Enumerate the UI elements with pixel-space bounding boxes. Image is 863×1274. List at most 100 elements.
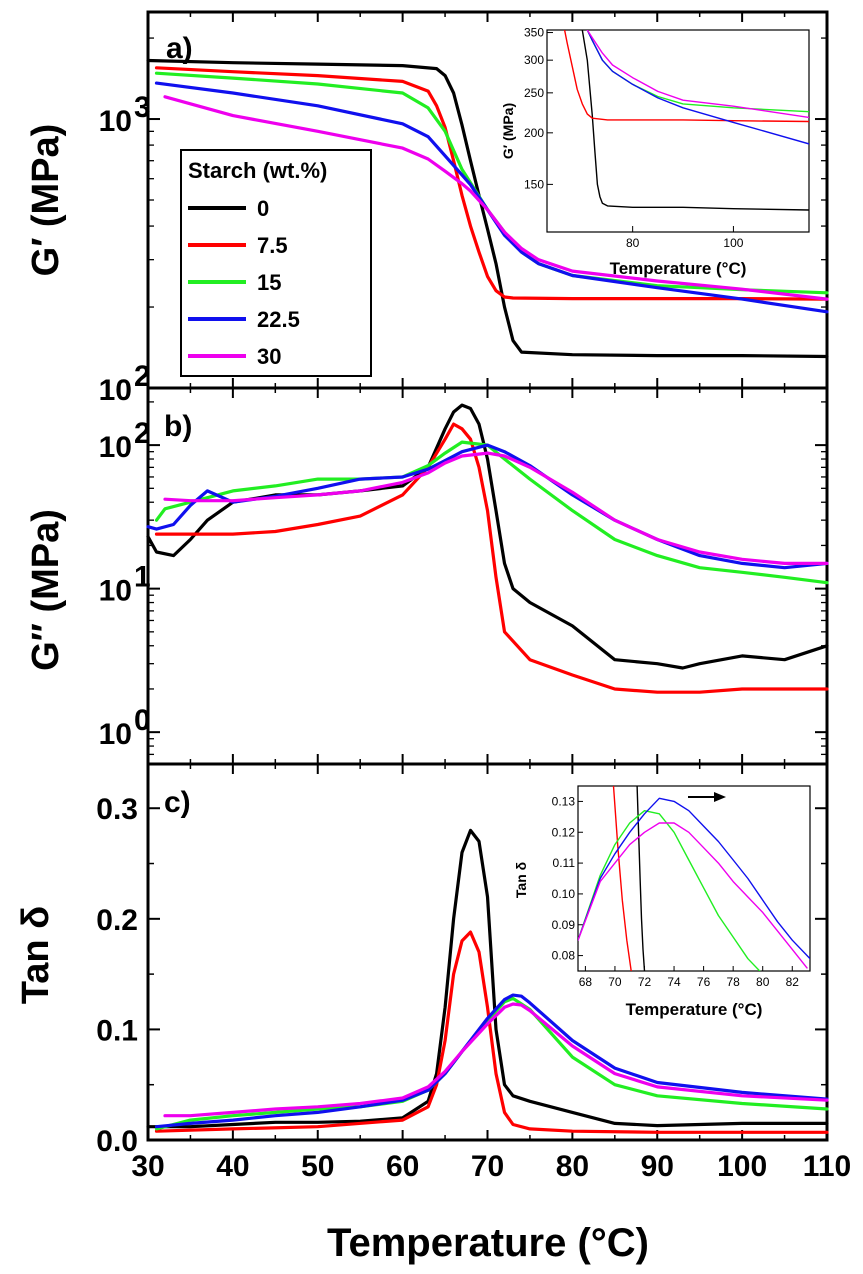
xtick-label: 80 xyxy=(556,1150,589,1183)
panel-a-series xyxy=(146,58,829,359)
inset-c-series-7_5 xyxy=(612,786,632,971)
inset-ytick-label: 250 xyxy=(524,86,544,100)
legend-label-7_5: 7.5 xyxy=(257,233,288,258)
panel-c-series-30 xyxy=(163,1002,829,1118)
legend: Starch (wt.%) 0 7.5 15 22.5 30 xyxy=(180,149,372,377)
ytick-label: 0.0 xyxy=(96,1125,138,1158)
inset-a-frame xyxy=(546,29,810,233)
legend-label-30: 30 xyxy=(257,344,281,369)
xtick-label: 70 xyxy=(471,1150,504,1183)
inset-a: 80 100 150 200 250 300 350 Temperature (°C) G′… xyxy=(500,26,810,278)
inset-a-series-7_5 xyxy=(563,30,809,123)
ytick-label: 10 xyxy=(99,718,132,751)
inset-c-series-15 xyxy=(578,810,761,971)
panel-c-ylabel: Tan δ xyxy=(15,906,57,1004)
inset-c-series xyxy=(578,786,810,971)
inset-ytick-label: 0.11 xyxy=(553,856,576,870)
inset-xtick-label: 70 xyxy=(608,975,622,989)
inset-xtick-label: 82 xyxy=(786,975,800,989)
ytick-label: 10 xyxy=(99,431,132,464)
panel-c-ticks xyxy=(147,764,828,1141)
inset-c-frame xyxy=(577,785,811,972)
xtick-label: 90 xyxy=(641,1150,674,1183)
panel-c-label: c) xyxy=(164,786,191,819)
inset-c-ylabel: Tan δ xyxy=(513,862,529,898)
inset-a-ticks: 80 100 150 200 250 300 350 xyxy=(524,26,744,250)
panel-a-series-7_5 xyxy=(154,66,829,301)
inset-ytick-label: 0.13 xyxy=(552,794,576,808)
inset-a-xlabel: Temperature (°C) xyxy=(610,259,747,278)
inset-c-xlabel: Temperature (°C) xyxy=(626,1000,763,1019)
inset-ytick-label: 150 xyxy=(524,177,544,191)
inset-a-series-0 xyxy=(581,30,809,211)
inset-ytick-label: 350 xyxy=(524,26,544,40)
ytick-label-exponent: 0 xyxy=(134,704,151,737)
panel-c-series-22_5 xyxy=(154,993,829,1129)
panel-c-xtick-labels: 30 40 50 60 70 80 90 100 110 xyxy=(131,1150,851,1183)
panel-b-series-15 xyxy=(154,440,829,585)
inset-xtick-label: 100 xyxy=(723,236,743,250)
inset-ytick-label: 0.08 xyxy=(552,949,576,963)
panel-a-label: a) xyxy=(166,32,193,65)
inset-a-ylabel: G′ (MPa) xyxy=(500,103,516,159)
ytick-label-exponent: 3 xyxy=(134,91,151,124)
inset-ytick-label: 0.10 xyxy=(552,887,576,901)
xtick-label: 40 xyxy=(216,1150,249,1183)
legend-label-22_5: 22.5 xyxy=(257,307,300,332)
inset-xtick-label: 78 xyxy=(726,975,740,989)
inset-a-series-22_5 xyxy=(586,30,809,145)
xtick-label: 30 xyxy=(131,1150,164,1183)
inset-c: 68 70 72 74 76 78 80 82 0.08 0.09 0.10 0.11 0.12 0.13… xyxy=(513,785,811,1019)
inset-a-series xyxy=(563,30,809,211)
inset-c-arrow xyxy=(688,792,726,802)
ytick-label: 10 xyxy=(99,374,132,407)
xtick-label: 110 xyxy=(803,1150,851,1183)
inset-ytick-label: 300 xyxy=(524,53,544,67)
panel-b-series-7_5 xyxy=(154,422,829,694)
panel-a-series-22_5 xyxy=(154,81,829,314)
ytick-label: 0.3 xyxy=(96,793,138,826)
panel-b-series-0 xyxy=(146,403,829,670)
panel-b-ticks xyxy=(147,388,828,765)
ytick-label: 0.2 xyxy=(96,904,138,937)
inset-ytick-label: 200 xyxy=(524,126,544,140)
inset-c-series-30 xyxy=(578,822,808,969)
xtick-label: 50 xyxy=(301,1150,334,1183)
x-axis-title: Temperature (°C) xyxy=(327,1221,649,1265)
legend-label-0: 0 xyxy=(257,196,269,221)
inset-xtick-label: 80 xyxy=(626,236,640,250)
legend-entries: 0 7.5 15 22.5 30 xyxy=(188,196,300,369)
panel-c-series-0 xyxy=(146,828,829,1129)
inset-c-ticks: 68 70 72 74 76 78 80 82 0.08 0.09 0.10 0.11 0.12 0.13 xyxy=(552,794,800,989)
inset-ytick-label: 0.12 xyxy=(552,825,576,839)
panel-a-ticks xyxy=(147,12,828,389)
inset-a-series-30 xyxy=(586,30,809,119)
panel-c-series xyxy=(146,828,829,1134)
panel-b-ylabel: G″ (MPa) xyxy=(25,509,67,671)
inset-ytick-label: 0.09 xyxy=(552,918,576,932)
panel-b-series-30 xyxy=(163,451,829,566)
inset-xtick-label: 76 xyxy=(697,975,711,989)
panel-b-label: b) xyxy=(164,410,192,443)
inset-c-series-22_5 xyxy=(578,797,810,960)
panel-c-series-7_5 xyxy=(154,930,829,1134)
inset-c-series-0 xyxy=(636,786,646,971)
inset-xtick-label: 80 xyxy=(756,975,770,989)
xtick-label: 100 xyxy=(717,1150,767,1183)
panel-a-series-30 xyxy=(163,95,829,301)
ytick-label: 0.1 xyxy=(96,1014,138,1047)
panel-c-ytick-labels: 0.0 0.1 0.2 0.3 xyxy=(96,793,138,1158)
panel-a-ylabel: G′ (MPa) xyxy=(25,124,67,277)
panel-b-series xyxy=(146,403,829,694)
ytick-label: 10 xyxy=(99,105,132,138)
xtick-label: 60 xyxy=(386,1150,419,1183)
legend-box xyxy=(180,149,372,377)
ytick-label-exponent: 2 xyxy=(134,417,151,450)
inset-xtick-label: 72 xyxy=(638,975,652,989)
ytick-label-exponent: 2 xyxy=(134,360,151,393)
ytick-label: 10 xyxy=(99,575,132,608)
inset-xtick-label: 74 xyxy=(667,975,681,989)
